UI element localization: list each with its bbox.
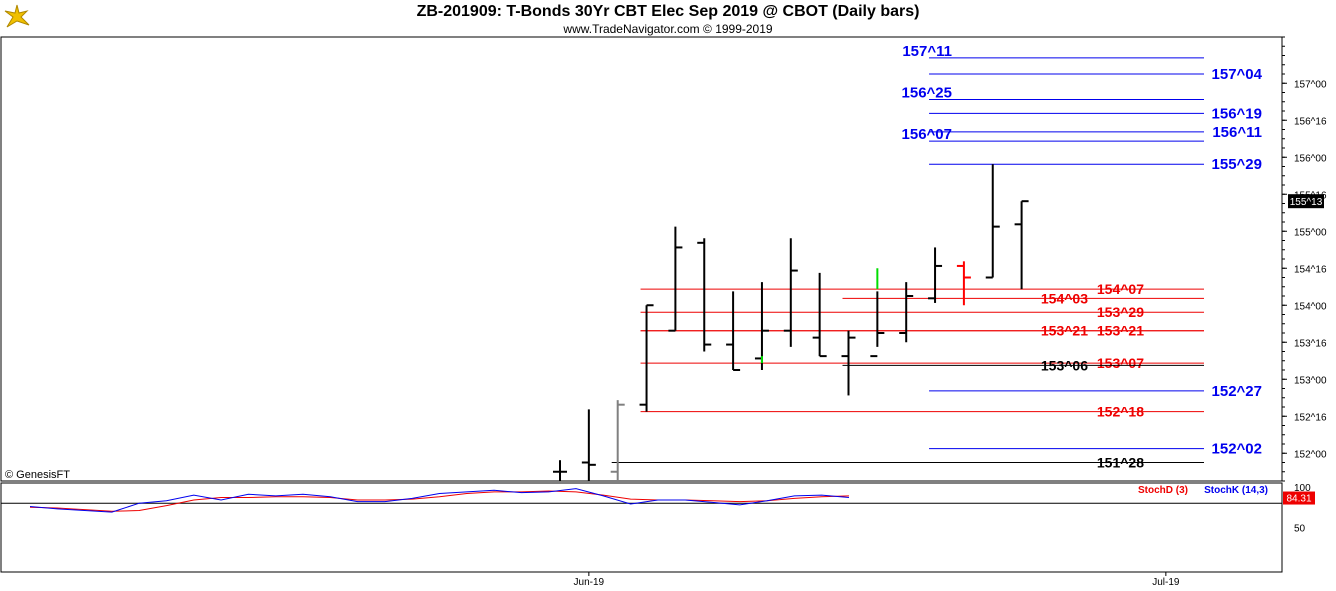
stoch-y-tick-label: 50 [1294, 524, 1306, 535]
level-label: 152^18 [1097, 404, 1144, 420]
y-tick-label: 156^16 [1294, 116, 1327, 127]
level-label: 154^07 [1097, 281, 1144, 297]
last-price-label: 155^13 [1290, 197, 1323, 208]
level-label: 156^25 [902, 84, 952, 101]
last-stoch-label: 84.31 [1286, 494, 1311, 505]
stoch-legend-label: StochD (3) [1138, 485, 1188, 496]
stoch-legend-label: StochK (14,3) [1204, 485, 1268, 496]
level-label: 153^29 [1097, 304, 1144, 320]
trading-logo-icon [4, 4, 30, 28]
copyright-text: © GenesisFT [5, 469, 70, 481]
y-tick-label: 153^00 [1294, 375, 1327, 386]
level-label: 152^27 [1212, 383, 1262, 400]
last-price-tag [1288, 194, 1324, 209]
level-label: 156^07 [902, 126, 952, 143]
level-label: 155^29 [1212, 156, 1262, 173]
chart-subtitle: www.TradeNavigator.com © 1999-2019 [563, 22, 773, 36]
y-tick-label: 154^16 [1294, 264, 1327, 275]
x-tick-label: Jun-19 [574, 577, 605, 588]
y-tick-label: 153^16 [1294, 338, 1327, 349]
level-label: 153^21 [1097, 323, 1144, 339]
price-panel-frame [0, 36, 1283, 482]
x-tick-label: Jul-19 [1152, 577, 1180, 588]
y-tick-label: 154^00 [1294, 301, 1327, 312]
level-label: 153^07 [1097, 355, 1144, 371]
level-label: 156^19 [1212, 105, 1262, 122]
last-stoch-tag [1283, 491, 1315, 505]
stoch-series-line [29, 488, 850, 513]
level-label: 157^04 [1212, 66, 1263, 83]
stoch-y-tick-label: 100 [1294, 483, 1311, 494]
stoch-panel-frame [0, 482, 1283, 573]
level-label: 154^03 [1041, 290, 1088, 306]
level-label: 156^11 [1212, 124, 1262, 141]
level-label: 153^06 [1041, 357, 1088, 373]
y-tick-label: 152^16 [1294, 412, 1327, 423]
y-tick-label: 157^00 [1294, 79, 1327, 90]
chart-title: ZB-201909: T-Bonds 30Yr CBT Elec Sep 201… [416, 3, 920, 20]
stoch-series-line [29, 490, 850, 512]
level-label: 152^02 [1212, 441, 1262, 458]
y-tick-label: 152^00 [1294, 449, 1327, 460]
level-label: 157^11 [902, 43, 952, 60]
level-label: 151^28 [1097, 455, 1144, 471]
y-tick-label: 156^00 [1294, 153, 1327, 164]
y-tick-label: 155^00 [1294, 227, 1327, 238]
